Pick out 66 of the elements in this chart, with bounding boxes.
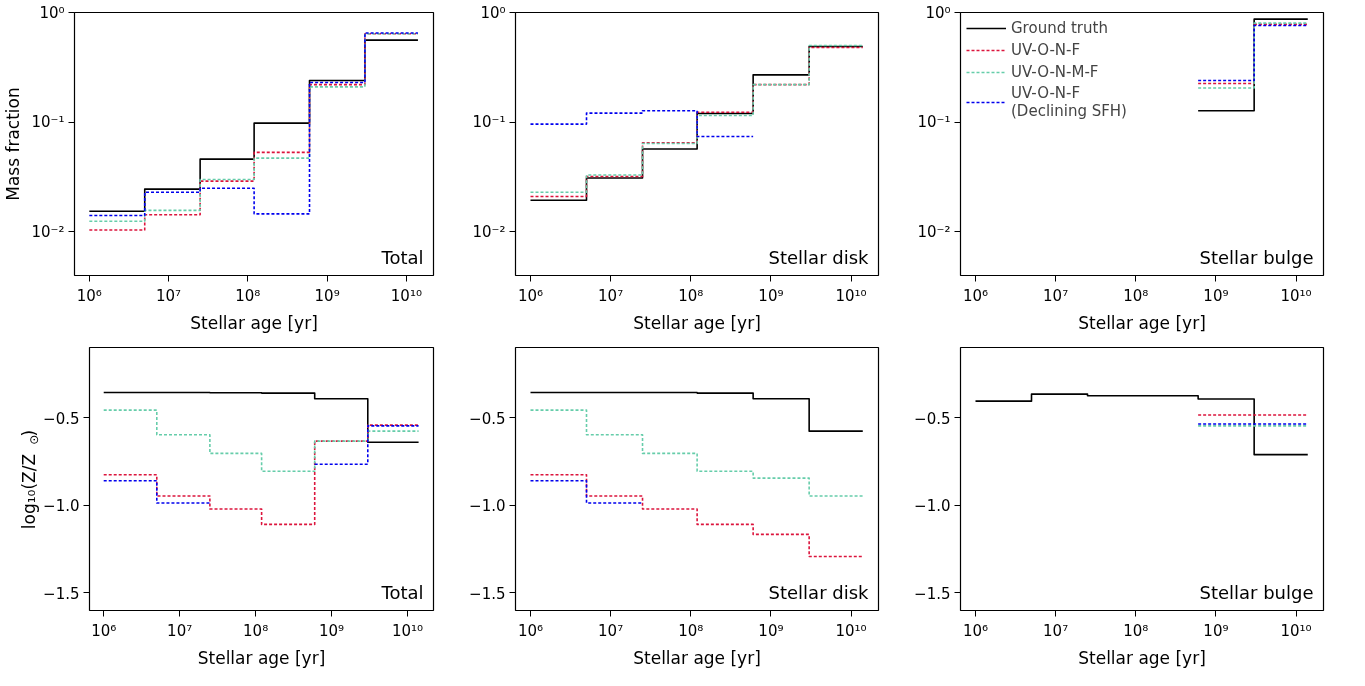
annotation: Stellar bulge xyxy=(1199,581,1314,603)
x-tick-label: 10⁶ xyxy=(962,621,989,640)
y-tick-label: 10⁻¹ xyxy=(31,113,65,132)
x-tick-label: 10⁶ xyxy=(962,286,989,305)
annotation: Stellar disk xyxy=(768,246,870,268)
x-axis-title: Stellar age [yr] xyxy=(633,312,761,333)
x-tick-label: 10⁹ xyxy=(1203,286,1229,305)
x-tick-label: 10⁷ xyxy=(167,621,193,640)
x-axis-title: Stellar age [yr] xyxy=(190,312,318,333)
x-tick-label: 10⁹ xyxy=(1203,621,1229,640)
legend-label: UV-O-N-M-F xyxy=(1011,63,1099,81)
y-tick-label: −0.5 xyxy=(43,409,80,428)
x-tick-label: 10⁸ xyxy=(678,621,704,640)
x-tick-label: 10⁸ xyxy=(235,286,261,305)
x-tick-label: 10⁸ xyxy=(1123,621,1149,640)
x-tick-label: 10⁸ xyxy=(678,286,704,305)
x-tick-label: 10⁶ xyxy=(76,286,102,305)
y-tick-label: 10⁻¹ xyxy=(472,113,506,132)
y-tick-label: 10⁻² xyxy=(917,222,951,241)
y-tick-label: 10⁰ xyxy=(480,3,506,22)
y-tick-label: −1.5 xyxy=(469,584,506,603)
x-axis-title: Stellar age [yr] xyxy=(1078,312,1206,333)
y-tick-label: −1.0 xyxy=(914,497,951,516)
x-tick-label: 10¹⁰ xyxy=(835,286,867,305)
x-tick-label: 10⁷ xyxy=(598,286,624,305)
x-axis-title: Stellar age [yr] xyxy=(1078,647,1206,668)
y-axis-title: Mass fraction xyxy=(3,87,24,201)
y-tick-label: −1.5 xyxy=(43,584,80,603)
annotation: Total xyxy=(380,581,424,603)
x-tick-label: 10⁹ xyxy=(758,286,784,305)
x-tick-label: 10⁷ xyxy=(156,286,182,305)
x-tick-label: 10⁷ xyxy=(1043,621,1069,640)
y-tick-label: −0.5 xyxy=(469,409,506,428)
y-tick-label: 10⁻¹ xyxy=(917,113,951,132)
x-tick-label: 10⁷ xyxy=(1043,286,1069,305)
x-tick-label: 10¹⁰ xyxy=(391,621,424,640)
x-tick-label: 10⁹ xyxy=(319,621,345,640)
y-tick-label: 10⁰ xyxy=(39,3,65,22)
y-tick-label: −1.0 xyxy=(43,497,80,516)
x-tick-label: 10¹⁰ xyxy=(1280,621,1312,640)
x-tick-label: 10⁹ xyxy=(314,286,340,305)
y-tick-label: 10⁻² xyxy=(31,222,65,241)
y-tick-label: −0.5 xyxy=(914,409,951,428)
x-tick-label: 10⁶ xyxy=(517,286,544,305)
x-tick-label: 10¹⁰ xyxy=(390,286,422,305)
y-tick-label: −1.5 xyxy=(914,584,951,603)
x-tick-label: 10¹⁰ xyxy=(1280,286,1312,305)
x-axis-title: Stellar age [yr] xyxy=(197,647,326,668)
x-tick-label: 10⁹ xyxy=(758,621,784,640)
y-tick-label: −1.0 xyxy=(469,497,506,516)
x-tick-label: 10⁷ xyxy=(598,621,624,640)
x-tick-label: 10⁶ xyxy=(517,621,544,640)
x-tick-label: 10⁸ xyxy=(243,621,269,640)
annotation: Total xyxy=(380,246,424,268)
legend-label: UV-O-N-F (Declining SFH) xyxy=(1011,84,1127,120)
annotation: Stellar bulge xyxy=(1199,246,1314,268)
x-tick-label: 10¹⁰ xyxy=(835,621,867,640)
y-tick-label: 10⁰ xyxy=(925,3,951,22)
y-tick-label: 10⁻² xyxy=(472,222,506,241)
x-tick-label: 10⁸ xyxy=(1123,286,1149,305)
y-axis-title: log₁₀(Z/Z⊙) xyxy=(19,429,42,530)
x-tick-label: 10⁶ xyxy=(91,621,117,640)
annotation: Stellar disk xyxy=(768,581,870,603)
legend-label: UV-O-N-F xyxy=(1011,41,1081,59)
legend-label: Ground truth xyxy=(1011,19,1108,37)
x-axis-title: Stellar age [yr] xyxy=(633,647,761,668)
